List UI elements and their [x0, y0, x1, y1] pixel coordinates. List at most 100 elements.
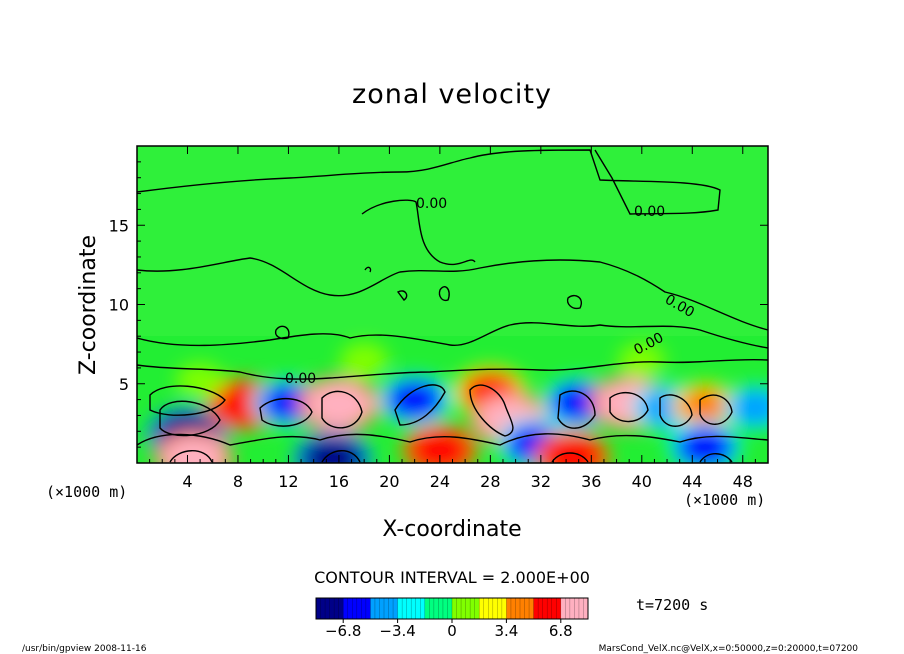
colorbar-strip: [565, 598, 571, 619]
colorbar-strip: [352, 598, 358, 619]
colorbar-strip: [483, 598, 489, 619]
colorbar-strip: [492, 598, 498, 619]
colorbar-strip: [325, 598, 331, 619]
colorbar-strip: [334, 598, 340, 619]
colorbar-tick-label: 3.4: [494, 622, 518, 640]
x-tick-label: 36: [581, 472, 601, 491]
contour-line: [274, 325, 290, 340]
colorbar-tick-label: 6.8: [549, 622, 573, 640]
colorbar-strip: [515, 598, 521, 619]
colorbar-strip: [411, 598, 417, 619]
chart-title: zonal velocity: [352, 79, 552, 110]
heatmap-cells: [146, 342, 768, 463]
x-tick-label: 44: [682, 472, 702, 491]
contour-line: [169, 450, 213, 463]
contour-label: 0.00: [285, 371, 316, 387]
colorbar-ticks: −6.8 −3.4 0 3.4 6.8: [325, 619, 573, 640]
contour-line: [149, 385, 226, 416]
colorbar-strip: [316, 598, 322, 619]
contour-line: [137, 358, 768, 380]
y-axis: 5 10 15: [109, 161, 768, 448]
colorbar-strip: [461, 598, 467, 619]
colorbar-strip: [406, 598, 412, 619]
colorbar-strip: [524, 598, 530, 619]
colorbar-strip: [433, 598, 439, 619]
x-axis-label: X-coordinate: [382, 517, 521, 542]
x-tick-label: 48: [733, 472, 753, 491]
colorbar-strip: [574, 598, 580, 619]
contour-line: [364, 266, 372, 273]
time-label: t=7200 s: [636, 596, 708, 614]
heatmap-cell: [679, 387, 731, 425]
contour-line: [259, 397, 313, 427]
colorbar-strip: [320, 598, 326, 619]
colorbar-strip: [447, 598, 453, 619]
contour-line: [438, 286, 450, 302]
colorbar-strip: [465, 598, 471, 619]
colorbar-strip: [506, 598, 512, 619]
colorbar-tick-label: 0: [447, 622, 457, 640]
colorbar-strip: [379, 598, 385, 619]
colorbar-strip: [397, 598, 403, 619]
contour-line: [551, 452, 589, 463]
colorbar-strip: [438, 598, 444, 619]
colorbar-strip: [429, 598, 435, 619]
colorbar-strip: [420, 598, 426, 619]
heatmap-cell-core: [325, 394, 352, 415]
contour-line: [137, 257, 768, 331]
colorbar-strip: [538, 598, 544, 619]
colorbar-tick-label: −3.4: [379, 622, 415, 640]
colorbar-strip: [393, 598, 399, 619]
contour-line: [321, 450, 361, 463]
colorbar-strip: [370, 598, 376, 619]
contour-label: 0.00: [416, 196, 447, 212]
heatmap-cell: [344, 345, 384, 375]
contour-line: [699, 394, 733, 425]
colorbar-tick-label: −6.8: [325, 622, 361, 640]
x-tick-label: 28: [480, 472, 500, 491]
x-unit-left: (×1000 m): [46, 483, 127, 501]
upper-region-tint: [137, 146, 768, 336]
footer-left: /usr/bin/gpview 2008-11-16: [22, 644, 147, 654]
x-tick-label: 4: [182, 472, 192, 491]
contour-line: [396, 290, 408, 301]
x-unit-right: (×1000 m): [684, 491, 765, 509]
x-tick-label: 20: [379, 472, 399, 491]
x-tick-label: 24: [430, 472, 450, 491]
colorbar-strip: [547, 598, 553, 619]
colorbar-strip: [456, 598, 462, 619]
colorbar-strip: [442, 598, 448, 619]
x-tick-label: 12: [278, 472, 298, 491]
colorbar-strip: [338, 598, 344, 619]
colorbar-strip: [556, 598, 562, 619]
colorbar-strip: [560, 598, 566, 619]
colorbar-strip: [374, 598, 380, 619]
colorbar: −6.8 −3.4 0 3.4 6.8: [315, 597, 589, 640]
contour-line: [566, 294, 582, 310]
colorbar-strip: [497, 598, 503, 619]
colorbar-strip: [424, 598, 430, 619]
heatmap-cell: [623, 346, 661, 374]
contour-line: [321, 390, 363, 429]
colorbar-strips: [315, 598, 589, 619]
x-tick-label: 16: [329, 472, 349, 491]
colorbar-strip: [551, 598, 557, 619]
contour-line: [609, 391, 649, 423]
heatmap-cell: [385, 379, 444, 420]
contour-line: [137, 322, 768, 349]
contour-line: [394, 384, 446, 426]
colorbar-strip: [361, 598, 367, 619]
contour-line: [659, 394, 693, 427]
x-tick-label: 32: [531, 472, 551, 491]
colorbar-strip: [415, 598, 421, 619]
colorbar-strip: [533, 598, 539, 619]
colorbar-strip: [569, 598, 575, 619]
colorbar-strip: [452, 598, 458, 619]
footer-right: MarsCond_VelX.nc@VelX,x=0:50000,z=0:2000…: [599, 644, 859, 654]
heatmap-cell: [409, 429, 471, 463]
colorbar-strip: [488, 598, 494, 619]
contour-line: [137, 433, 768, 446]
contour-label: 0.00: [634, 204, 665, 220]
colorbar-strip: [356, 598, 362, 619]
